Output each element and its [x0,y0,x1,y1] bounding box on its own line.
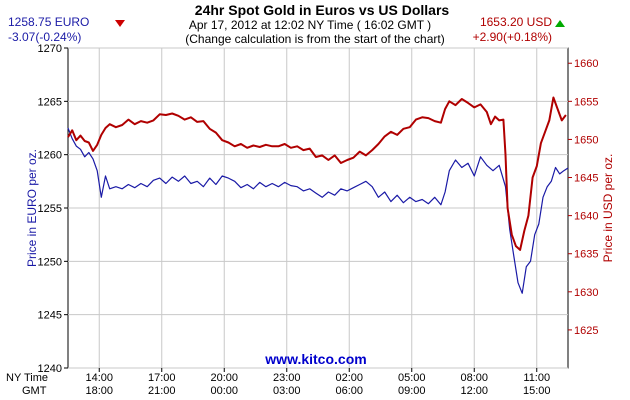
grid-lines [68,47,568,369]
right-tick-label: 1650 [574,134,598,146]
x-tick-label-gmt: 03:00 [273,385,301,397]
up-arrow-icon [555,20,565,27]
left-axis-label: Price in EURO per oz. [25,149,39,267]
x-row-label-gmt: GMT [22,385,47,397]
x-tick-label-ny: 11:00 [523,372,550,384]
right-tick-label: 1645 [574,173,598,185]
chart-title: 24hr Spot Gold in Euros vs US Dollars [195,2,450,18]
left-tick-label: 1260 [38,150,62,162]
series-line-usd [67,96,567,251]
x-tick-label-gmt: 15:00 [523,385,551,397]
chart-note: (Change calculation is from the start of… [185,32,444,46]
x-tick-label-gmt: 06:00 [335,385,363,397]
x-tick-label-gmt: 21:00 [148,385,176,397]
x-tick-label-gmt: 18:00 [85,385,113,397]
x-tick-label-ny: 20:00 [210,372,238,384]
right-tick-label: 1625 [574,325,598,337]
x-tick-label-ny: 08:00 [460,372,488,384]
left-tick-label: 1255 [38,203,62,215]
x-tick-label-ny: 17:00 [148,372,176,384]
left-tick-label: 1265 [38,96,62,108]
down-arrow-icon [115,20,125,27]
euro-change: -3.07(-0.24%) [8,30,81,44]
right-axis-label: Price in USD per oz. [601,154,615,263]
left-tick-label: 1240 [38,363,62,375]
x-row-label-ny: NY Time [6,372,48,384]
x-tick-label-gmt: 00:00 [210,385,238,397]
right-tick-label: 1635 [574,249,598,261]
right-tick-label: 1630 [574,287,598,299]
left-axis-ticks: 1240 1245 1250 1255 1260 1265 1270 [38,43,68,375]
right-tick-label: 1655 [574,96,598,108]
x-tick-label-gmt: 09:00 [398,385,426,397]
x-tick-label-gmt: 12:00 [460,385,488,397]
usd-change: +2.90(+0.18%) [473,30,552,44]
right-tick-label: 1660 [574,58,598,70]
left-tick-label: 1250 [38,256,62,268]
x-tick-label-ny: 05:00 [398,372,426,384]
left-tick-label: 1245 [38,310,62,322]
watermark: www.kitco.com [264,351,366,367]
series-layer [67,96,569,294]
usd-price: 1653.20 USD [480,15,552,29]
x-tick-label-ny: 14:00 [85,372,113,384]
right-tick-label: 1640 [574,211,598,223]
right-axis-ticks: 1625 1630 1635 1640 1645 1650 1655 1660 [568,58,598,337]
chart-subtitle: Apr 17, 2012 at 12:02 NY Time ( 16:02 GM… [189,18,431,32]
left-tick-label: 1270 [38,43,62,55]
euro-price: 1258.75 EURO [8,15,89,29]
x-tick-label-ny: 23:00 [273,372,301,384]
x-tick-label-ny: 02:00 [335,372,363,384]
